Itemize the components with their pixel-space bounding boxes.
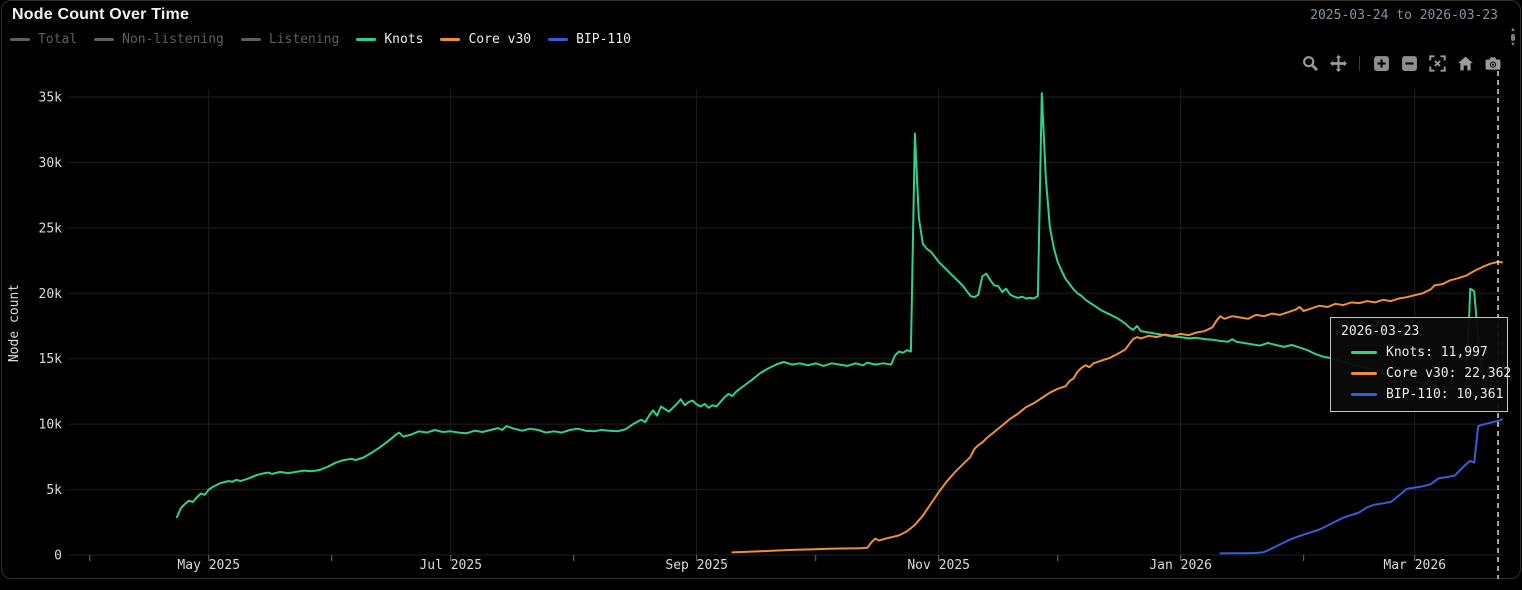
- x-tick-label: Sep 2025: [665, 558, 728, 573]
- legend-item-knots[interactable]: Knots: [356, 32, 423, 47]
- tooltip-swatch: [1351, 393, 1377, 396]
- legend-label: Listening: [268, 32, 340, 47]
- legend: Total Non-listening Listening Knots Core v30…: [10, 32, 631, 47]
- autoscale-icon[interactable]: [1426, 53, 1448, 73]
- tooltip-swatch: [1351, 372, 1377, 375]
- legend-label: Core v30: [468, 32, 532, 47]
- legend-swatch: [440, 38, 461, 41]
- pan-icon[interactable]: [1327, 53, 1349, 73]
- reset-axes-icon[interactable]: [1454, 53, 1476, 73]
- legend-label: Total: [38, 32, 78, 47]
- tooltip-rows: Knots: 11,997 Core v30: 22,362 BIP-110: 10…: [1341, 345, 1511, 402]
- camera-icon[interactable]: [1482, 53, 1504, 73]
- x-tick-label: Nov 2025: [907, 558, 970, 573]
- legend-item-core-v30[interactable]: Core v30: [440, 32, 531, 47]
- x-tick-label: Jul 2025: [419, 558, 482, 573]
- scroll-down-icon[interactable]: ▼: [1510, 42, 1516, 48]
- x-tick-label: Jan 2026: [1149, 558, 1212, 573]
- tooltip-value: Core v30: 22,362: [1386, 366, 1512, 381]
- legend-swatch: [356, 38, 377, 41]
- tooltip-date: 2026-03-23: [1341, 324, 1420, 339]
- legend-label: BIP-110: [576, 32, 631, 47]
- legend-item-bip-110[interactable]: BIP-110: [548, 32, 631, 47]
- mini-scrollbar[interactable]: ▲ ▼: [1508, 27, 1518, 48]
- zoom-in-icon[interactable]: [1370, 53, 1392, 73]
- legend-item-total[interactable]: Total: [10, 32, 77, 47]
- y-tick-label: 20k: [39, 287, 63, 302]
- tooltip-row: Core v30: 22,362: [1341, 366, 1511, 381]
- y-tick-label: 0: [54, 549, 62, 564]
- legend-label: Non-listening: [122, 32, 224, 47]
- tooltip-row: BIP-110: 10,361: [1341, 387, 1503, 402]
- x-tick-label: May 2025: [177, 558, 240, 573]
- legend-swatch: [94, 38, 115, 41]
- page-title: Node Count Over Time: [12, 6, 190, 23]
- series-knots: [176, 92, 1503, 519]
- scroll-thumb[interactable]: [1511, 34, 1515, 41]
- x-tick-label: Mar 2026: [1383, 558, 1446, 573]
- date-range: 2025-03-24 to 2026-03-23: [1310, 8, 1498, 23]
- legend-swatch: [240, 38, 261, 41]
- tooltip-row: Knots: 11,997: [1341, 345, 1499, 360]
- scroll-up-icon[interactable]: ▲: [1510, 27, 1516, 33]
- y-tick-label: 10k: [39, 418, 63, 433]
- tooltip-value: Knots: 11,997: [1386, 345, 1488, 360]
- legend-swatch: [548, 38, 569, 41]
- tooltip-value: BIP-110: 10,361: [1386, 387, 1504, 402]
- y-axis-title: Node count: [7, 284, 22, 362]
- y-tick-label: 15k: [39, 352, 63, 367]
- legend-label: Knots: [384, 32, 424, 47]
- modebar-separator: [1359, 55, 1360, 71]
- hover-tooltip: 2026-03-23 Knots: 11,997 Core v30: 22,362…: [1330, 317, 1511, 412]
- y-tick-label: 5k: [46, 483, 62, 498]
- y-tick-label: 35k: [39, 91, 63, 106]
- legend-item-non-listening[interactable]: Non-listening: [94, 32, 224, 47]
- y-tick-label: 30k: [39, 156, 63, 171]
- legend-item-listening[interactable]: Listening: [240, 32, 340, 47]
- zoom-icon[interactable]: [1299, 53, 1321, 73]
- modebar: [1299, 53, 1504, 73]
- legend-swatch: [10, 38, 30, 41]
- zoom-out-icon[interactable]: [1398, 53, 1420, 73]
- series-bip-110: [1219, 418, 1503, 555]
- series-core-v30: [731, 260, 1503, 554]
- tooltip-swatch: [1351, 351, 1377, 354]
- y-tick-label: 25k: [39, 221, 63, 236]
